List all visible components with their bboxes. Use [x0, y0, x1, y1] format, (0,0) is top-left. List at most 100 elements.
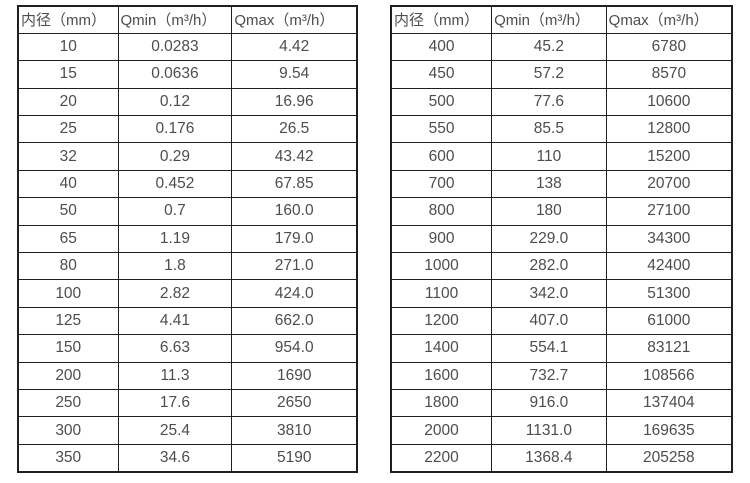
- table-cell: 4.42: [231, 32, 358, 62]
- table-row: 40 0.452 67.85: [17, 169, 358, 199]
- table-row: 700 138 20700: [390, 169, 733, 199]
- table-row: 800 180 27100: [390, 197, 733, 226]
- table-cell: 8570: [605, 60, 733, 89]
- column-header: 内径（mm）: [17, 5, 119, 34]
- table-cell: 42400: [605, 252, 733, 281]
- table-cell: 1800: [390, 388, 493, 418]
- table-row: 25 0.176 26.5: [17, 115, 358, 144]
- flow-table-large-diameters: 内径（mm） Qmin（m³/h） Qmax（m³/h） 400 45.2 6780 450…: [390, 5, 733, 473]
- table-cell: 550: [390, 115, 493, 144]
- table-cell: 1131.0: [491, 416, 607, 445]
- table-row: 100 2.82 424.0: [17, 279, 358, 308]
- column-header: Qmax（m³/h）: [231, 5, 358, 34]
- table-cell: 554.1: [491, 334, 607, 363]
- table-cell: 57.2: [491, 60, 607, 89]
- table-cell: 110: [491, 142, 607, 171]
- table-row: 10 0.0283 4.42: [17, 32, 358, 62]
- table-row: 1800 916.0 137404: [390, 388, 733, 418]
- table-cell: 169635: [605, 416, 733, 445]
- table-cell: 83121: [605, 334, 733, 363]
- table-cell: 600: [390, 142, 493, 171]
- table-cell: 150: [17, 334, 119, 363]
- table-cell: 12800: [605, 115, 733, 144]
- table-row: 1400 554.1 83121: [390, 334, 733, 363]
- table-row: 500 77.6 10600: [390, 87, 733, 117]
- table-cell: 0.176: [117, 115, 233, 144]
- table-cell: 0.452: [117, 169, 233, 199]
- column-header: Qmax（m³/h）: [605, 5, 733, 34]
- table-cell: 11.3: [117, 361, 233, 390]
- table-cell: 205258: [605, 443, 733, 473]
- table-cell: 407.0: [491, 306, 607, 336]
- table-cell: 271.0: [231, 252, 358, 281]
- table-cell: 250: [17, 388, 119, 418]
- table-row: 15 0.0636 9.54: [17, 60, 358, 89]
- table-cell: 450: [390, 60, 493, 89]
- table-cell: 229.0: [491, 224, 607, 254]
- table-cell: 16.96: [231, 87, 358, 117]
- table-cell: 1400: [390, 334, 493, 363]
- table-cell: 1100: [390, 279, 493, 308]
- table-cell: 1600: [390, 361, 493, 390]
- table-cell: 108566: [605, 361, 733, 390]
- table-cell: 34300: [605, 224, 733, 254]
- table-cell: 1200: [390, 306, 493, 336]
- table-row: 450 57.2 8570: [390, 60, 733, 89]
- table-row: 600 110 15200: [390, 142, 733, 171]
- table-row: 32 0.29 43.42: [17, 142, 358, 171]
- table-cell: 179.0: [231, 224, 358, 254]
- table-cell: 50: [17, 197, 119, 226]
- table-cell: 6780: [605, 32, 733, 62]
- table-cell: 40: [17, 169, 119, 199]
- table-cell: 9.54: [231, 60, 358, 89]
- table-cell: 350: [17, 443, 119, 473]
- table-cell: 32: [17, 142, 119, 171]
- table-row: 350 34.6 5190: [17, 443, 358, 473]
- table-cell: 51300: [605, 279, 733, 308]
- table-cell: 20700: [605, 169, 733, 199]
- table-cell: 137404: [605, 388, 733, 418]
- table-cell: 15200: [605, 142, 733, 171]
- table-row: 1100 342.0 51300: [390, 279, 733, 308]
- table-row: 300 25.4 3810: [17, 416, 358, 445]
- table-cell: 0.12: [117, 87, 233, 117]
- column-header: Qmin（m³/h）: [117, 5, 233, 34]
- table-cell: 125: [17, 306, 119, 336]
- table-cell: 200: [17, 361, 119, 390]
- table-cell: 180: [491, 197, 607, 226]
- table-cell: 5190: [231, 443, 358, 473]
- table-cell: 1.8: [117, 252, 233, 281]
- table-cell: 34.6: [117, 443, 233, 473]
- table-cell: 80: [17, 252, 119, 281]
- table-cell: 2650: [231, 388, 358, 418]
- table-row: 1000 282.0 42400: [390, 252, 733, 281]
- table-cell: 2200: [390, 443, 493, 473]
- table-row: 80 1.8 271.0: [17, 252, 358, 281]
- table-cell: 1000: [390, 252, 493, 281]
- table-cell: 77.6: [491, 87, 607, 117]
- table-cell: 100: [17, 279, 119, 308]
- table-row: 2000 1131.0 169635: [390, 416, 733, 445]
- table-cell: 10: [17, 32, 119, 62]
- table-row: 125 4.41 662.0: [17, 306, 358, 336]
- table-cell: 61000: [605, 306, 733, 336]
- table-cell: 67.85: [231, 169, 358, 199]
- table-row: 1600 732.7 108566: [390, 361, 733, 390]
- table-cell: 954.0: [231, 334, 358, 363]
- table-row: 250 17.6 2650: [17, 388, 358, 418]
- table-row: 2200 1368.4 205258: [390, 443, 733, 473]
- table-cell: 4.41: [117, 306, 233, 336]
- table-cell: 43.42: [231, 142, 358, 171]
- table-row: 200 11.3 1690: [17, 361, 358, 390]
- table-cell: 800: [390, 197, 493, 226]
- table-cell: 732.7: [491, 361, 607, 390]
- table-cell: 45.2: [491, 32, 607, 62]
- table-cell: 25.4: [117, 416, 233, 445]
- table-cell: 85.5: [491, 115, 607, 144]
- table-cell: 0.7: [117, 197, 233, 226]
- header-row: 内径（mm） Qmin（m³/h） Qmax（m³/h）: [17, 5, 358, 34]
- header-row: 内径（mm） Qmin（m³/h） Qmax（m³/h）: [390, 5, 733, 34]
- table-row: 1200 407.0 61000: [390, 306, 733, 336]
- table-cell: 27100: [605, 197, 733, 226]
